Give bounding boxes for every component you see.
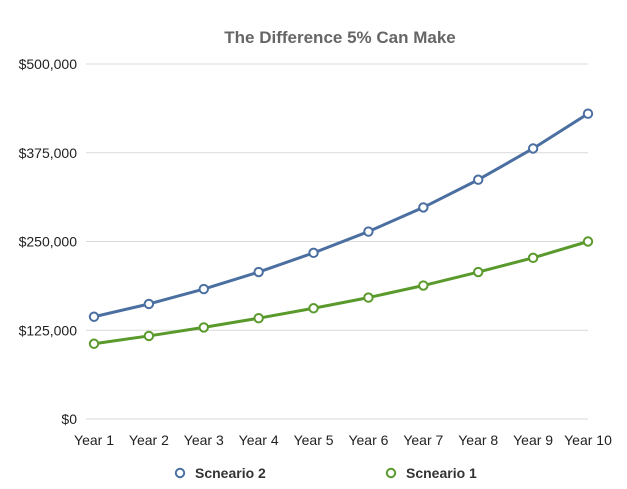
data-point	[473, 174, 484, 185]
data-point	[88, 311, 100, 322]
data-point	[582, 236, 594, 247]
data-point	[527, 252, 539, 264]
y-tick-label: $125,000	[19, 322, 78, 338]
series-2	[88, 236, 594, 349]
legend-label: Scneario 1	[406, 465, 477, 481]
data-point	[527, 143, 539, 154]
x-tick-label: Year 8	[458, 432, 498, 448]
series-1	[88, 108, 594, 322]
y-tick-label: $375,000	[19, 145, 78, 161]
legend-marker-icon	[174, 467, 186, 479]
data-point	[253, 266, 264, 278]
data-point	[363, 226, 374, 237]
legend: Scneario 2 Scneario 1	[174, 465, 477, 481]
data-point	[198, 283, 209, 295]
data-point	[363, 292, 374, 303]
series-line	[93, 240, 589, 346]
chart-title: The Difference 5% Can Make	[224, 28, 455, 47]
data-point	[418, 202, 429, 213]
data-point	[308, 247, 319, 259]
data-point	[253, 312, 264, 324]
y-tick-label: $250,000	[19, 234, 78, 250]
x-tick-label: Year 5	[294, 432, 334, 448]
data-point	[582, 108, 594, 119]
data-point	[473, 266, 484, 278]
x-tick-label: Year 4	[239, 432, 279, 448]
y-tick-label: $500,000	[19, 56, 78, 72]
data-point	[418, 280, 429, 291]
x-tick-label: Year 10	[564, 432, 612, 448]
data-point	[143, 330, 155, 342]
legend-item: Scneario 2	[174, 465, 266, 481]
legend-marker-icon	[385, 467, 397, 479]
data-point	[308, 303, 319, 314]
x-tick-label: Year 7	[403, 432, 443, 448]
x-tick-label: Year 6	[348, 432, 388, 448]
x-tick-label: Year 1	[74, 432, 114, 448]
x-axis-ticks: Year 1 Year 2 Year 3 Year 4 Year 5 Year 6 Year…	[74, 432, 612, 448]
x-tick-label: Year 3	[184, 432, 224, 448]
x-tick-label: Year 2	[129, 432, 169, 448]
legend-label: Scneario 2	[195, 465, 266, 481]
y-tick-label: $0	[61, 411, 77, 427]
grid-lines	[86, 63, 588, 420]
data-point	[143, 298, 155, 310]
x-tick-label: Year 9	[513, 432, 553, 448]
series-group	[88, 108, 594, 349]
series-line	[93, 112, 589, 319]
data-point	[88, 338, 100, 349]
legend-item: Scneario 1	[385, 465, 477, 481]
y-axis-ticks: $0 $125,000 $250,000 $375,000 $500,000	[19, 56, 78, 427]
data-point	[198, 322, 209, 333]
